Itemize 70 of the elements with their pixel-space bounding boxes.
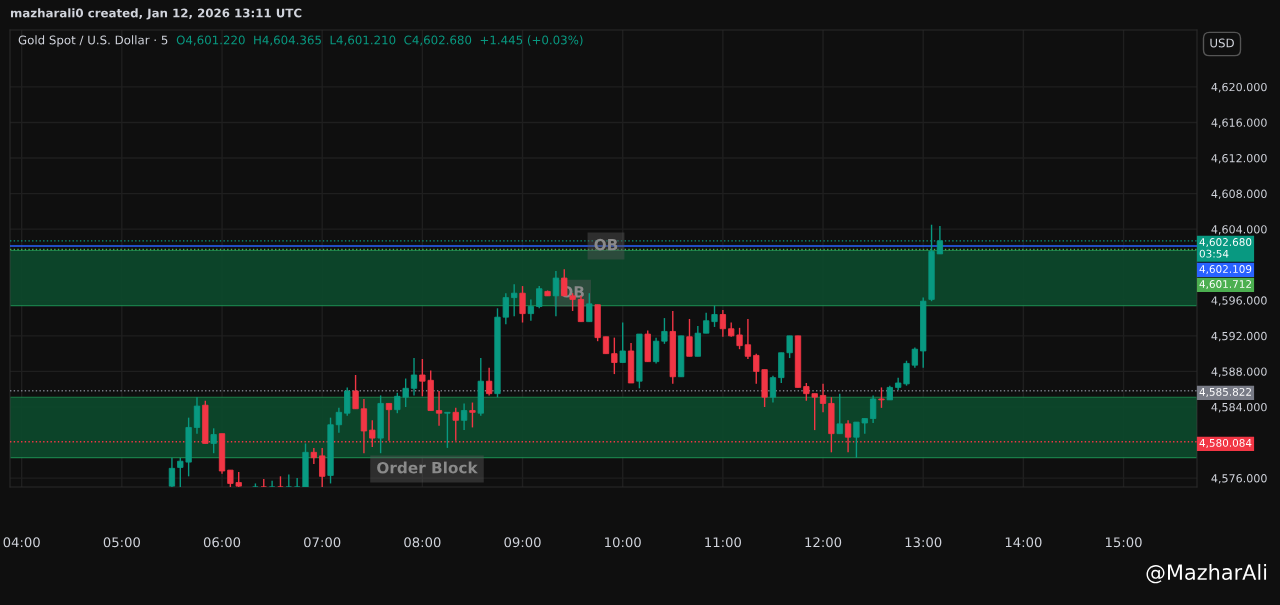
x-tick-label: 15:00	[1105, 537, 1142, 548]
x-tick-label: 09:00	[504, 537, 541, 548]
candlestick	[460, 402, 468, 431]
x-tick-label: 05:00	[103, 537, 140, 548]
x-tick-label: 08:00	[404, 537, 441, 548]
candlestick	[511, 283, 518, 317]
candlestick	[193, 396, 201, 435]
x-tick-label: 07:00	[304, 537, 341, 548]
annotation: Order Block	[377, 461, 478, 474]
y-tick-label: 4,616.000	[1211, 118, 1267, 128]
y-tick-label: 4,604.000	[1211, 225, 1267, 235]
candlestick	[652, 336, 660, 365]
candlestick	[352, 374, 359, 410]
chart-title: Gold Spot / U.S. Dollar · 5	[18, 35, 168, 47]
chart-subtitle: O4,601.220 H4,604.365 L4,601.210 C4,602.680 +1.445 (+0.03%)	[176, 35, 583, 46]
x-tick-label: 14:00	[1005, 537, 1042, 548]
candlestick	[444, 411, 451, 449]
text: USD	[1210, 38, 1234, 48]
ref-line-label: 4,585.822	[1199, 387, 1251, 397]
candlestick	[769, 375, 777, 404]
y-tick-label: 4,584.000	[1211, 402, 1267, 413]
candlestick	[719, 309, 726, 338]
x-tick-label: 12:00	[805, 537, 842, 548]
y-tick-label: 4,596.000	[1211, 296, 1267, 306]
candlestick	[360, 398, 368, 454]
candlestick	[486, 367, 493, 397]
x-tick-label: 10:00	[605, 537, 641, 548]
candlestick	[294, 477, 301, 487]
candlestick	[527, 298, 535, 322]
candlestick	[686, 318, 693, 357]
candlestick	[586, 292, 593, 323]
candlestick	[210, 427, 217, 454]
candlestick	[552, 270, 560, 317]
candlestick	[661, 317, 668, 345]
candlestick	[344, 386, 351, 417]
y-tick-label: 4,608.000	[1211, 189, 1267, 200]
candlestick	[319, 447, 326, 487]
text: @MazharAli	[1146, 563, 1267, 584]
ref-line-label: 4,602.109	[1199, 265, 1252, 275]
candlestick	[168, 456, 176, 487]
candlestick	[469, 401, 476, 429]
y-tick-label: 4,592.000	[1211, 331, 1267, 342]
candlestick	[435, 390, 443, 427]
y-tick-label: 4,620.000	[1211, 82, 1267, 93]
text: mazharali0 created, Jan 12, 2026 13:11 UTC	[10, 8, 302, 20]
x-tick-label: 11:00	[705, 537, 741, 548]
candlestick	[694, 325, 701, 357]
candlestick	[936, 225, 944, 255]
candlestick	[410, 357, 418, 397]
x-tick-label: 13:00	[905, 537, 942, 548]
candlestick	[878, 386, 885, 409]
candlestick	[310, 447, 317, 465]
ref-line-label: 4,602.680 03:54	[1199, 238, 1252, 258]
candlestick	[819, 383, 827, 414]
y-tick-label: 4,612.000	[1211, 154, 1267, 164]
ref-line-label: 4,580.084	[1199, 438, 1252, 448]
candlestick	[869, 394, 877, 424]
candlestick	[536, 285, 543, 309]
y-tick-label: 4,588.000	[1211, 367, 1267, 377]
candlestick	[836, 392, 843, 435]
candlestick	[744, 318, 752, 360]
x-tick-label: 04:00	[3, 537, 40, 548]
candlestick	[335, 407, 343, 434]
ref-line-label: 4,601.712	[1199, 280, 1251, 290]
x-tick-label: 06:00	[203, 537, 241, 548]
candlestick	[619, 321, 626, 364]
candlestick	[519, 285, 526, 324]
candlestick	[611, 336, 618, 375]
y-tick-label: 4,576.000	[1211, 474, 1267, 484]
candlestick	[268, 480, 276, 487]
